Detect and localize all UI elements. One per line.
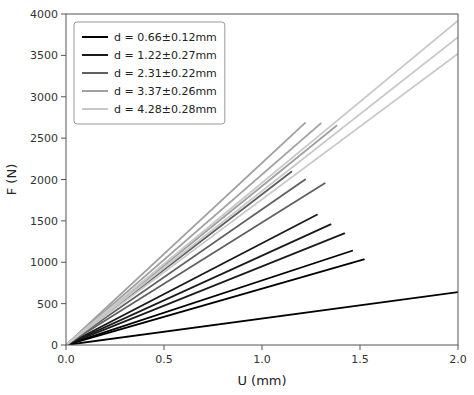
legend-box: [74, 22, 225, 124]
legend-item: d = 3.37±0.26mm: [82, 85, 217, 98]
legend-label: d = 0.66±0.12mm: [114, 31, 217, 44]
y-tick-label: 500: [37, 298, 58, 311]
series-line: [66, 215, 317, 345]
y-tick: [61, 179, 66, 180]
y-tick: [61, 14, 66, 15]
y-tick: [61, 138, 66, 139]
x-tick-label: 0.0: [57, 353, 75, 366]
y-tick: [61, 262, 66, 263]
y-tick-label: 2000: [30, 174, 58, 187]
legend-item: d = 4.28±0.28mm: [82, 103, 217, 116]
x-tick: [458, 345, 459, 350]
series-line: [66, 123, 321, 345]
legend-swatch: [82, 72, 108, 74]
legend-swatch: [82, 36, 108, 38]
series-line: [66, 54, 458, 345]
y-tick-label: 3000: [30, 91, 58, 104]
axes: 0.0 0.5 1.0 1.5 2.0 0 500 1000 1500 2000 2500 3000 3…: [30, 8, 467, 366]
x-tick-label: 1.0: [253, 353, 271, 366]
x-tick: [164, 345, 165, 350]
chart: 0.0 0.5 1.0 1.5 2.0 0 500 1000 1500 2000 2500 3000 3…: [0, 0, 474, 395]
y-tick: [61, 96, 66, 97]
legend-item: d = 2.31±0.22mm: [82, 67, 217, 80]
legend-label: d = 4.28±0.28mm: [114, 103, 217, 116]
legend-swatch: [82, 90, 108, 92]
series-line: [66, 251, 352, 345]
legend-label: d = 1.22±0.27mm: [114, 49, 217, 62]
legend-swatch: [82, 108, 108, 110]
legend-label: d = 2.31±0.22mm: [114, 67, 217, 80]
legend-item: d = 0.66±0.12mm: [82, 31, 217, 44]
legend-label: d = 3.37±0.26mm: [114, 85, 217, 98]
y-tick: [61, 303, 66, 304]
y-axis-label: F (N): [4, 164, 19, 195]
x-tick: [360, 345, 361, 350]
legend: d = 0.66±0.12mm d = 1.22±0.27mm d = 2.31±0…: [74, 22, 225, 124]
y-tick-label: 3500: [30, 49, 58, 62]
y-tick: [61, 220, 66, 221]
x-tick-label: 0.5: [155, 353, 173, 366]
y-tick-label: 1000: [30, 256, 58, 269]
series-line: [66, 233, 344, 345]
series-line: [66, 183, 325, 345]
y-tick-label: 2500: [30, 132, 58, 145]
y-tick-label: 1500: [30, 215, 58, 228]
y-tick-label: 0: [51, 339, 58, 352]
x-axis-label: U (mm): [237, 373, 286, 388]
x-tick-label: 1.5: [351, 353, 369, 366]
legend-item: d = 1.22±0.27mm: [82, 49, 217, 62]
legend-swatch: [82, 54, 108, 56]
series-line: [66, 123, 305, 345]
y-tick: [61, 55, 66, 56]
x-tick: [262, 345, 263, 350]
plot-frame: [66, 14, 458, 345]
x-tick: [66, 345, 67, 350]
y-tick: [61, 345, 66, 346]
lines: [66, 21, 458, 345]
series-line: [66, 21, 458, 345]
x-tick-label: 2.0: [449, 353, 467, 366]
series-line: [66, 179, 305, 345]
y-tick-label: 4000: [30, 8, 58, 21]
series-line: [66, 259, 364, 345]
